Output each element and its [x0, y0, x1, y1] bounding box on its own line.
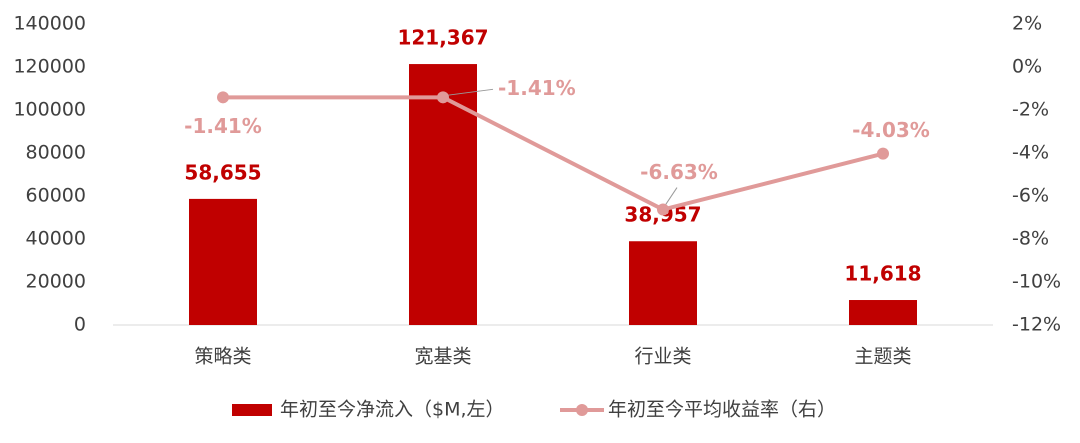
leader-line	[664, 187, 678, 206]
x-tick-label: 主题类	[854, 346, 911, 368]
bar-value-label: 11,618	[844, 262, 921, 286]
y2-tick-label: 2%	[1012, 13, 1042, 35]
y-tick-label: 60000	[26, 185, 86, 207]
y-tick-label: 100000	[13, 99, 86, 121]
y-tick-label: 0	[74, 314, 86, 336]
y2-tick-label: 0%	[1012, 56, 1042, 78]
line-value-label: -6.63%	[640, 160, 718, 184]
y2-tick-label: -6%	[1012, 185, 1049, 207]
legend-label: 年初至今平均收益率（右）	[608, 399, 836, 421]
y-tick-label: 40000	[26, 228, 86, 250]
bar	[849, 300, 917, 325]
y-tick-label: 140000	[13, 13, 86, 35]
bar-value-label: 58,655	[184, 160, 261, 184]
y2-tick-label: -4%	[1012, 142, 1049, 164]
line-point	[877, 147, 889, 160]
line-point	[437, 91, 449, 104]
line-point	[657, 203, 669, 216]
bar-value-label: 121,367	[397, 26, 488, 50]
y-tick-label: 120000	[13, 56, 86, 78]
x-tick-label: 行业类	[634, 346, 691, 368]
legend-label: 年初至今净流入（$M,左）	[280, 399, 505, 421]
line-value-label: -1.41%	[184, 114, 262, 138]
line	[223, 95, 884, 212]
legend-swatch-dot	[576, 404, 588, 416]
y-tick-label: 80000	[26, 142, 86, 164]
y2-tick-label: -12%	[1012, 314, 1061, 336]
leader-line	[446, 88, 494, 96]
y2-tick-label: -10%	[1012, 271, 1061, 293]
line-value-label: -1.41%	[498, 76, 576, 100]
y2-tick-label: -8%	[1012, 228, 1049, 250]
bar	[629, 241, 697, 325]
bar	[189, 198, 257, 325]
y2-tick-label: -2%	[1012, 99, 1049, 121]
x-tick-label: 策略类	[194, 346, 251, 368]
x-tick-label: 宽基类	[414, 346, 471, 368]
legend-swatch	[232, 404, 272, 416]
line-value-label: -4.03%	[852, 118, 930, 142]
y-tick-label: 20000	[26, 271, 86, 293]
line-point	[217, 91, 229, 104]
